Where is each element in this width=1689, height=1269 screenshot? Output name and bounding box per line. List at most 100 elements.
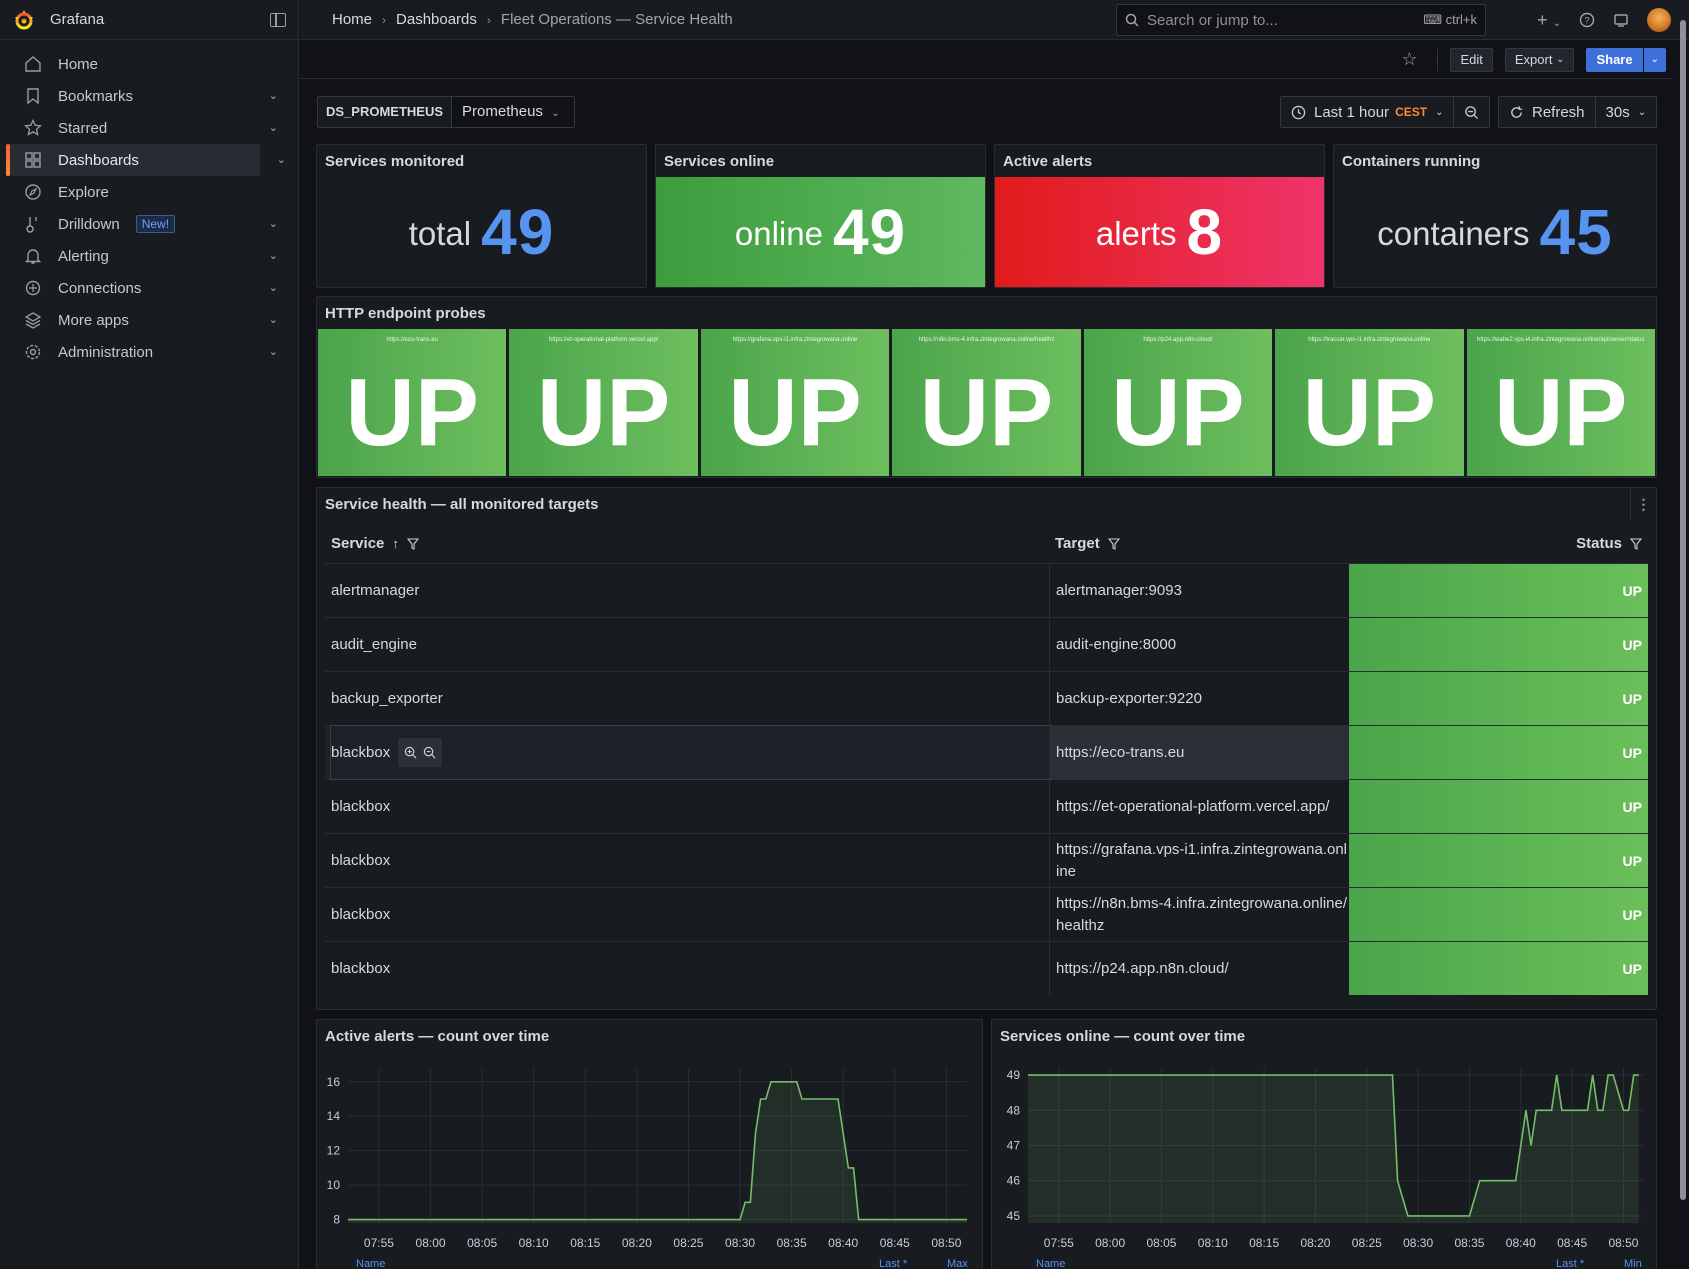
- chevron-down-icon[interactable]: ⌄: [276, 154, 286, 166]
- sidebar-item-bookmarks[interactable]: Bookmarks ⌄: [8, 80, 290, 112]
- status-value: UP: [1622, 690, 1642, 707]
- chevron-down-icon[interactable]: ⌄: [268, 122, 278, 134]
- cell-target: alertmanager:9093: [1049, 564, 1349, 617]
- table-row[interactable]: blackbox https://grafana.vps-i1.infra.zin…: [325, 834, 1648, 888]
- export-button[interactable]: Export ⌄: [1504, 47, 1575, 72]
- y-tick-label: 10: [327, 1178, 341, 1192]
- table-row[interactable]: blackbox https://p24.app.n8n.cloud/UP: [325, 942, 1648, 995]
- series-line[interactable]: [348, 1080, 967, 1221]
- stat-panel-services-monitored[interactable]: Services monitored total 49: [316, 144, 647, 288]
- breadcrumb-item[interactable]: Dashboards: [396, 11, 477, 28]
- datasource-select[interactable]: Prometheus ⌄: [452, 97, 575, 127]
- chevron-down-icon[interactable]: ⌄: [268, 346, 278, 358]
- sidebar-item-administration[interactable]: Administration ⌄: [8, 336, 290, 368]
- stat-panel-containers-running[interactable]: Containers running containers 45: [1333, 144, 1657, 288]
- add-new-icon[interactable]: + ⌄: [1537, 9, 1561, 30]
- column-header-target[interactable]: Target: [1055, 535, 1120, 552]
- news-icon[interactable]: [1613, 12, 1629, 28]
- legend-header[interactable]: Last *: [1556, 1258, 1585, 1269]
- sidebar-item-dashboards[interactable]: Dashboards ⌄: [6, 144, 286, 176]
- table-row[interactable]: backup_exporter backup-exporter:9220 UP: [325, 672, 1648, 726]
- active-alerts-chart[interactable]: 8 10 12 14 16 07:55 08:00 08:05 08:10 08:15 08:20 0…: [317, 1020, 984, 1269]
- cell-service: blackbox: [331, 888, 1051, 941]
- services-online-timeseries-panel[interactable]: Services online — count over time 45 46 47…: [991, 1019, 1657, 1269]
- breadcrumb-item[interactable]: Home: [332, 11, 373, 28]
- legend-header[interactable]: Max: [947, 1258, 968, 1269]
- http-probes-panel[interactable]: HTTP endpoint probes https://eco-trans.e…: [316, 296, 1657, 478]
- stat-value: 49: [832, 196, 907, 268]
- x-tick-label: 08:50: [1608, 1236, 1638, 1250]
- legend-header[interactable]: Last *: [879, 1258, 908, 1269]
- probe-tile[interactable]: https://et-operational-platform.vercel.a…: [509, 329, 698, 476]
- sidebar-item-more-apps[interactable]: More apps ⌄: [8, 304, 290, 336]
- legend-header[interactable]: Min: [1624, 1258, 1642, 1269]
- dock-menu-icon[interactable]: [270, 12, 286, 27]
- search-input[interactable]: Search or jump to... ⌨ ctrl+k: [1116, 4, 1486, 36]
- refresh-interval-select[interactable]: 30s ⌄: [1594, 97, 1657, 127]
- stat-panel-active-alerts[interactable]: Active alerts alerts 8: [994, 144, 1325, 288]
- table-row[interactable]: audit_engine audit-engine:8000 UP: [325, 618, 1648, 672]
- page-scrollbar[interactable]: [1680, 20, 1686, 1200]
- chevron-down-icon[interactable]: ⌄: [268, 282, 278, 294]
- stat-value: 49: [481, 196, 555, 268]
- x-tick-label: 08:05: [1146, 1236, 1176, 1250]
- filter-for-value-icon[interactable]: [404, 746, 417, 759]
- refresh-button[interactable]: Refresh: [1499, 97, 1595, 127]
- filter-icon[interactable]: [1107, 537, 1120, 550]
- sidebar-item-connections[interactable]: Connections ⌄: [8, 272, 290, 304]
- filter-out-value-icon[interactable]: [423, 746, 436, 759]
- edit-button[interactable]: Edit: [1450, 47, 1493, 72]
- active-alerts-timeseries-panel[interactable]: Active alerts — count over time 8 10 12 14 1…: [316, 1019, 983, 1269]
- column-header-service[interactable]: Service ↑: [331, 535, 419, 552]
- x-tick-label: 08:20: [1300, 1236, 1330, 1250]
- x-tick-label: 08:45: [1557, 1236, 1587, 1250]
- share-options-chevron-icon[interactable]: ⌄: [1643, 47, 1666, 72]
- panel-title: Services online: [664, 153, 775, 170]
- probe-tile[interactable]: https://p24.app.n8n.cloud/UP: [1083, 329, 1273, 476]
- table-body: alertmanager alertmanager:9093 UP audit_eng…: [325, 564, 1648, 995]
- sidebar-item-label: Administration: [58, 343, 154, 361]
- status-value: UP: [1622, 798, 1642, 815]
- probe-tile[interactable]: https://grafana.vps-i1.infra.zintegrowan…: [700, 329, 890, 476]
- probe-tile[interactable]: https://traccar.vps-i1.infra.zintegrowan…: [1275, 329, 1464, 476]
- probe-tile[interactable]: https://eco-trans.eu UP: [318, 329, 507, 476]
- favorite-star-icon[interactable]: ☆: [1401, 49, 1418, 69]
- sidebar-item-drilldown[interactable]: Drilldown New! ⌄: [8, 208, 290, 240]
- service-health-table-panel[interactable]: Service health — all monitored targets ⋮…: [316, 487, 1657, 1010]
- help-icon[interactable]: ?: [1579, 12, 1595, 28]
- sidebar-item-starred[interactable]: Starred ⌄: [8, 112, 290, 144]
- filter-icon[interactable]: [406, 537, 419, 550]
- probe-tiles: https://eco-trans.eu UP https://et-operati…: [318, 329, 1655, 476]
- services-online-chart[interactable]: 45 46 47 48 49 07:55 08:00 08:05 08:10 08:15 08:20…: [992, 1020, 1658, 1269]
- table-row[interactable]: blackbox https://eco-trans.eu UP: [325, 725, 1648, 780]
- stat-prefix: containers: [1377, 215, 1530, 252]
- chevron-down-icon[interactable]: ⌄: [268, 218, 278, 230]
- sidebar-item-explore[interactable]: Explore: [8, 176, 290, 208]
- table-row[interactable]: alertmanager alertmanager:9093 UP: [325, 564, 1648, 618]
- chevron-down-icon[interactable]: ⌄: [268, 250, 278, 262]
- y-tick-label: 12: [327, 1144, 341, 1158]
- filter-icon[interactable]: [1630, 537, 1642, 550]
- chevron-down-icon[interactable]: ⌄: [268, 90, 278, 102]
- stat-value-area: containers 45: [1334, 177, 1656, 287]
- legend-header[interactable]: Name: [356, 1258, 385, 1269]
- share-button[interactable]: Share: [1586, 47, 1643, 72]
- legend-header[interactable]: Name: [1036, 1258, 1065, 1269]
- zoom-out-button[interactable]: [1453, 97, 1489, 127]
- cell-service: blackbox: [331, 780, 1051, 833]
- column-header-status[interactable]: Status: [1576, 535, 1642, 552]
- sidebar-item-alerting[interactable]: Alerting ⌄: [8, 240, 290, 272]
- probe-tile[interactable]: https://n8n.bms-4.infra.zintegrowana.onl…: [892, 329, 1081, 476]
- grafana-logo-icon[interactable]: [12, 8, 36, 32]
- table-row[interactable]: blackbox https://et-operational-platform.…: [325, 780, 1648, 834]
- user-avatar[interactable]: [1647, 8, 1671, 32]
- sidebar-item-home[interactable]: Home: [8, 48, 290, 80]
- service-name: alertmanager: [331, 582, 420, 599]
- panel-menu-icon[interactable]: ⋮: [1630, 488, 1656, 520]
- chevron-down-icon[interactable]: ⌄: [268, 314, 278, 326]
- series-line[interactable]: [1028, 1074, 1639, 1217]
- time-range-button[interactable]: Last 1 hour CEST ⌄: [1281, 97, 1453, 127]
- table-row[interactable]: blackbox https://n8n.bms-4.infra.zintegro…: [325, 888, 1648, 942]
- stat-panel-services-online[interactable]: Services online online 49: [655, 144, 986, 288]
- probe-tile[interactable]: https://wahe2.vps-i4.infra.zintegrowana.…: [1466, 329, 1655, 476]
